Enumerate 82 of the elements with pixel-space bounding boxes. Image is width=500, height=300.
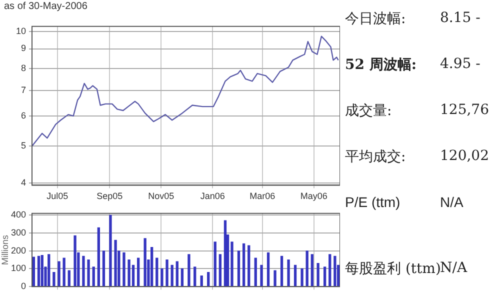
y-tick-label: 400 <box>10 210 26 220</box>
bar <box>323 266 326 286</box>
x-tick-label: Sep05 <box>96 191 123 202</box>
bar <box>310 254 314 286</box>
text: 每股盈利 (ttm) <box>345 260 441 278</box>
bar <box>37 256 40 286</box>
bar <box>62 258 66 286</box>
y-tick-label: 6 <box>20 110 26 120</box>
y-tick-label: 0 <box>20 281 26 292</box>
bar <box>294 264 297 286</box>
bar <box>274 270 276 286</box>
text: 4.95 - <box>440 56 480 72</box>
bar <box>316 263 320 286</box>
bar <box>176 261 178 286</box>
y-tick-label: 300 <box>10 228 26 238</box>
x-tick-label: Mar06 <box>250 191 276 202</box>
bar <box>280 256 284 286</box>
bar <box>102 250 106 286</box>
bar <box>300 268 304 286</box>
x-tick-label: Nov05 <box>148 191 174 202</box>
bar <box>87 259 90 286</box>
bar <box>237 250 240 286</box>
y-tick-label: 7 <box>20 84 26 95</box>
bar <box>194 266 196 286</box>
chart-subtitle: as of 30-May-2006 <box>4 1 88 12</box>
text: P/E (ttm) <box>345 194 400 210</box>
text: 今日波幅: <box>345 10 406 28</box>
y-tick-label: 10 <box>16 26 26 36</box>
bar <box>260 264 263 286</box>
bar <box>122 252 126 286</box>
bar <box>170 264 174 286</box>
y-tick-label: 200 <box>10 245 26 256</box>
bar <box>52 272 56 286</box>
bar <box>97 227 100 286</box>
bar <box>32 256 36 286</box>
y-axis-title: Millions <box>0 234 10 266</box>
bar <box>160 268 164 286</box>
bar <box>128 259 130 286</box>
bar <box>224 220 227 286</box>
bar <box>334 256 336 286</box>
bar <box>74 235 76 286</box>
text: N/A <box>440 260 468 276</box>
bar <box>200 276 203 286</box>
bar <box>48 254 50 286</box>
x-tick-label: Jul05 <box>46 191 68 202</box>
bar <box>266 252 270 286</box>
text: 8.15 - <box>440 10 480 26</box>
y-tick-label: 4 <box>20 178 26 188</box>
y-tick-label: 9 <box>20 43 26 54</box>
x-tick-label: May06 <box>300 191 328 202</box>
bar <box>136 258 140 286</box>
text: 120,02 <box>440 148 489 164</box>
bar <box>92 266 95 286</box>
text: 成交量: <box>345 102 392 120</box>
bar <box>248 245 250 286</box>
bar <box>114 240 117 286</box>
bar <box>68 270 70 286</box>
bar <box>82 256 85 286</box>
y-tick-label: 8 <box>20 62 26 73</box>
bar <box>328 254 332 286</box>
bar <box>144 238 146 286</box>
bar <box>214 242 216 286</box>
x-tick-label: Jan06 <box>200 191 225 202</box>
bar <box>188 254 190 286</box>
text: 平均成交: <box>345 148 406 166</box>
bar <box>218 254 222 286</box>
bar <box>166 259 168 286</box>
text: 125,76 <box>440 102 489 118</box>
bar <box>207 272 210 286</box>
y-tick-label: 100 <box>10 263 26 274</box>
bar <box>40 255 44 286</box>
text: N/A <box>440 194 464 210</box>
bar <box>306 250 308 286</box>
bar <box>150 246 154 286</box>
text: 52 周波幅: <box>345 56 417 74</box>
bar <box>156 258 158 286</box>
y-tick-label: 5 <box>20 140 26 151</box>
bar <box>242 243 246 286</box>
bar <box>254 258 257 286</box>
bar <box>180 268 184 286</box>
bar <box>287 259 290 286</box>
bar <box>58 261 60 286</box>
